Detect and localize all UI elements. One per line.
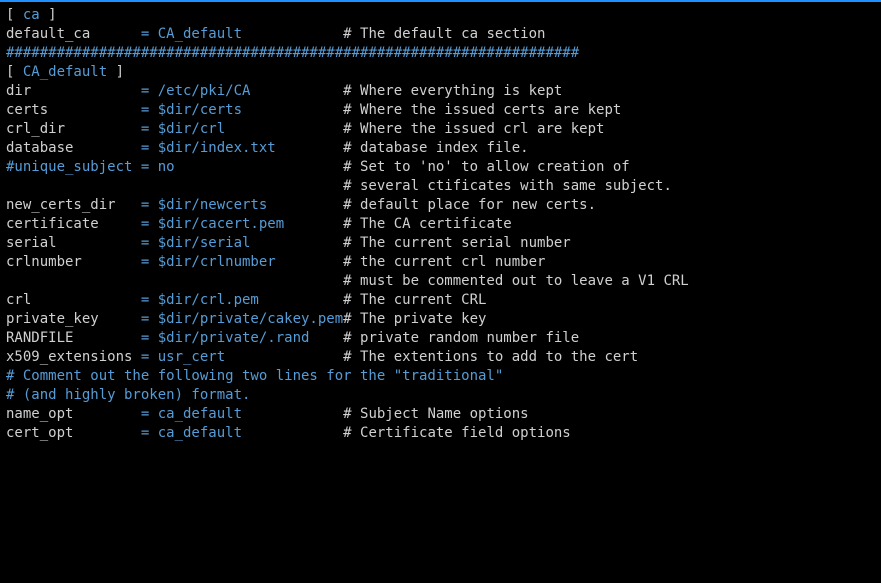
- config-line: ########################################…: [6, 44, 875, 63]
- config-segment: = $dir/crlnumber: [141, 254, 343, 270]
- config-line: serial = $dir/serial # The current seria…: [6, 234, 875, 253]
- config-segment: new_certs_dir: [6, 197, 141, 213]
- config-segment: crl_dir: [6, 121, 141, 137]
- config-segment: # The private key: [343, 311, 486, 327]
- config-segment: = $dir/index.txt: [141, 140, 343, 156]
- config-segment: # the current crl number: [343, 254, 545, 270]
- config-segment: # Set to 'no' to allow creation of: [343, 159, 630, 175]
- config-line: x509_extensions = usr_cert # The extenti…: [6, 348, 875, 367]
- config-segment: #unique_subject = no: [6, 159, 343, 175]
- config-segment: # Where the issued crl are kept: [343, 121, 604, 137]
- config-segment: = ca_default: [141, 425, 343, 441]
- config-segment: ]: [107, 64, 124, 80]
- config-segment: # Where everything is kept: [343, 83, 562, 99]
- terminal-output: [ ca ]default_ca = CA_default # The defa…: [0, 2, 881, 449]
- config-line: default_ca = CA_default # The default ca…: [6, 25, 875, 44]
- config-segment: = ca_default: [141, 406, 343, 422]
- config-segment: private_key: [6, 311, 141, 327]
- config-line: crl_dir = $dir/crl # Where the issued cr…: [6, 120, 875, 139]
- config-segment: certs: [6, 102, 141, 118]
- config-line: RANDFILE = $dir/private/.rand # private …: [6, 329, 875, 348]
- config-segment: = /etc/pki/CA: [141, 83, 343, 99]
- config-line: # (and highly broken) format.: [6, 386, 875, 405]
- config-segment: = $dir/newcerts: [141, 197, 343, 213]
- config-segment: # Subject Name options: [343, 406, 528, 422]
- config-segment: ]: [40, 7, 57, 23]
- config-line: # must be commented out to leave a V1 CR…: [6, 272, 875, 291]
- config-segment: # private random number file: [343, 330, 579, 346]
- config-segment: # The default ca section: [343, 26, 545, 42]
- config-segment: = $dir/crl: [141, 121, 343, 137]
- config-segment: CA_default: [23, 64, 107, 80]
- config-segment: # The current CRL: [343, 292, 486, 308]
- config-line: # Comment out the following two lines fo…: [6, 367, 875, 386]
- config-segment: = CA_default: [141, 26, 343, 42]
- config-segment: = $dir/serial: [141, 235, 343, 251]
- config-line: [ ca ]: [6, 6, 875, 25]
- config-segment: # several ctificates with same subject.: [6, 178, 672, 194]
- config-segment: cert_opt: [6, 425, 141, 441]
- config-segment: certificate: [6, 216, 141, 232]
- config-line: [ CA_default ]: [6, 63, 875, 82]
- config-segment: [: [6, 64, 23, 80]
- config-segment: # (and highly broken) format.: [6, 387, 250, 403]
- config-segment: # The extentions to add to the cert: [343, 349, 638, 365]
- config-segment: = $dir/private/.rand: [141, 330, 343, 346]
- config-segment: # The current serial number: [343, 235, 571, 251]
- config-line: certs = $dir/certs # Where the issued ce…: [6, 101, 875, 120]
- config-line: certificate = $dir/cacert.pem # The CA c…: [6, 215, 875, 234]
- config-segment: # The CA certificate: [343, 216, 512, 232]
- config-segment: = usr_cert: [141, 349, 343, 365]
- config-segment: = $dir/certs: [141, 102, 343, 118]
- config-segment: x509_extensions: [6, 349, 141, 365]
- config-segment: # database index file.: [343, 140, 528, 156]
- config-line: cert_opt = ca_default # Certificate fiel…: [6, 424, 875, 443]
- config-line: crl = $dir/crl.pem # The current CRL: [6, 291, 875, 310]
- config-line: database = $dir/index.txt # database ind…: [6, 139, 875, 158]
- config-segment: name_opt: [6, 406, 141, 422]
- config-segment: # must be commented out to leave a V1 CR…: [6, 273, 689, 289]
- config-line: new_certs_dir = $dir/newcerts # default …: [6, 196, 875, 215]
- config-line: # several ctificates with same subject.: [6, 177, 875, 196]
- config-segment: = $dir/private/cakey.pem: [141, 311, 343, 327]
- config-line: private_key = $dir/private/cakey.pem# Th…: [6, 310, 875, 329]
- config-segment: ca: [23, 7, 40, 23]
- config-segment: dir: [6, 83, 141, 99]
- config-segment: = $dir/cacert.pem: [141, 216, 343, 232]
- config-segment: RANDFILE: [6, 330, 141, 346]
- config-segment: database: [6, 140, 141, 156]
- config-segment: serial: [6, 235, 141, 251]
- config-segment: crlnumber: [6, 254, 141, 270]
- config-segment: # Comment out the following two lines fo…: [6, 368, 503, 384]
- config-line: name_opt = ca_default # Subject Name opt…: [6, 405, 875, 424]
- config-line: crlnumber = $dir/crlnumber # the current…: [6, 253, 875, 272]
- config-segment: [: [6, 7, 23, 23]
- config-line: #unique_subject = no # Set to 'no' to al…: [6, 158, 875, 177]
- config-segment: default_ca: [6, 26, 141, 42]
- config-segment: # Certificate field options: [343, 425, 571, 441]
- config-segment: crl: [6, 292, 141, 308]
- config-segment: # Where the issued certs are kept: [343, 102, 621, 118]
- config-segment: = $dir/crl.pem: [141, 292, 343, 308]
- config-segment: ########################################…: [6, 45, 579, 61]
- config-segment: # default place for new certs.: [343, 197, 596, 213]
- config-line: dir = /etc/pki/CA # Where everything is …: [6, 82, 875, 101]
